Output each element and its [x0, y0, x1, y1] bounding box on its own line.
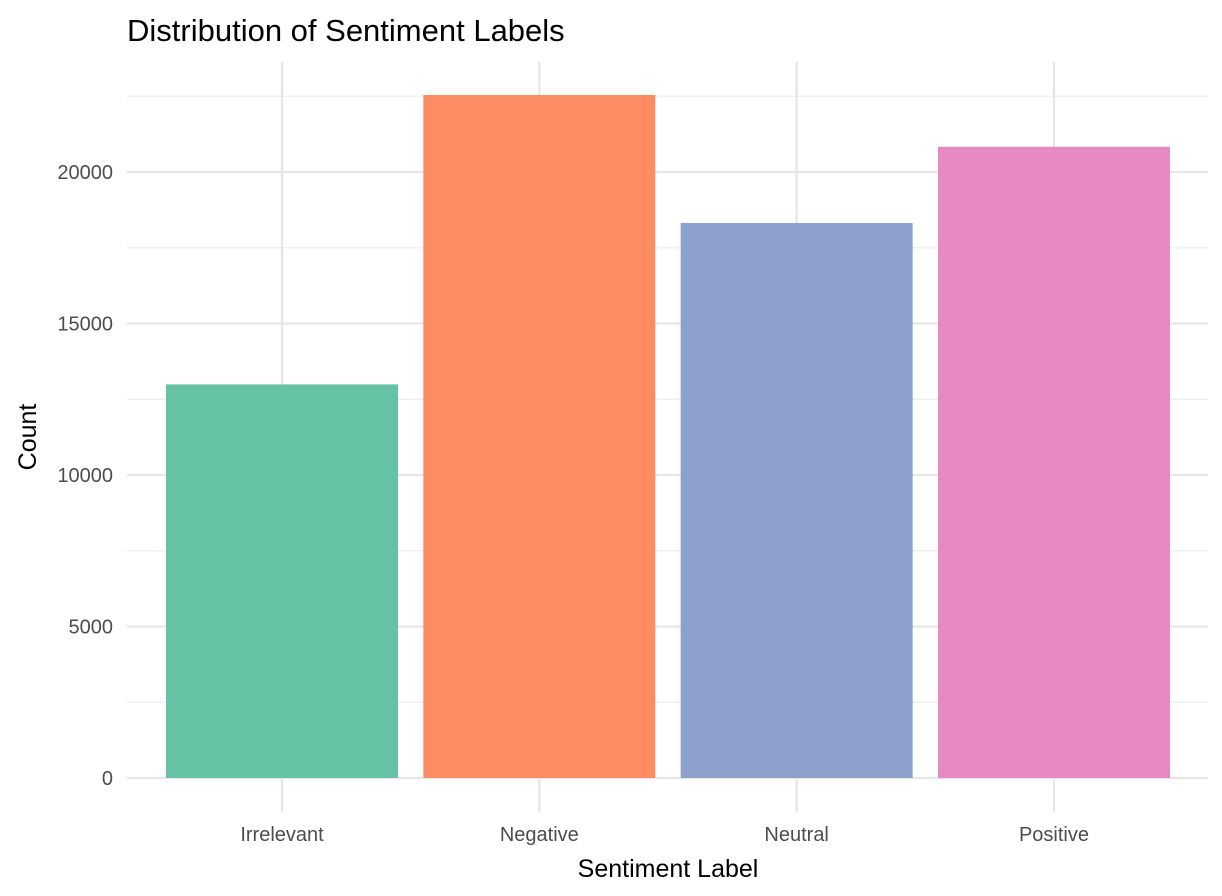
bars-layer [166, 94, 1170, 778]
x-tick-label-irrelevant: Irrelevant [240, 824, 324, 846]
y-tick-label: 5000 [69, 617, 114, 639]
bar-negative [423, 94, 656, 778]
x-tick-label-positive: Positive [1019, 824, 1089, 846]
x-axis-title: Sentiment Label [578, 855, 759, 883]
x-tick-label-neutral: Neutral [764, 824, 828, 846]
y-tick-label: 20000 [57, 162, 113, 184]
bar-neutral [680, 222, 913, 778]
bar-positive [937, 146, 1170, 778]
y-tick-label: 10000 [57, 465, 113, 487]
y-axis-title: Count [14, 404, 42, 471]
chart-title: Distribution of Sentiment Labels [127, 13, 565, 48]
x-tick-labels: Irrelevant Negative Neutral Positive [240, 824, 1089, 846]
bar-irrelevant [166, 384, 398, 778]
y-tick-label: 15000 [57, 314, 113, 336]
y-tick-label: 0 [102, 768, 113, 790]
y-tick-labels: 0 5000 10000 15000 20000 [57, 162, 113, 790]
x-tick-label-negative: Negative [500, 824, 579, 846]
